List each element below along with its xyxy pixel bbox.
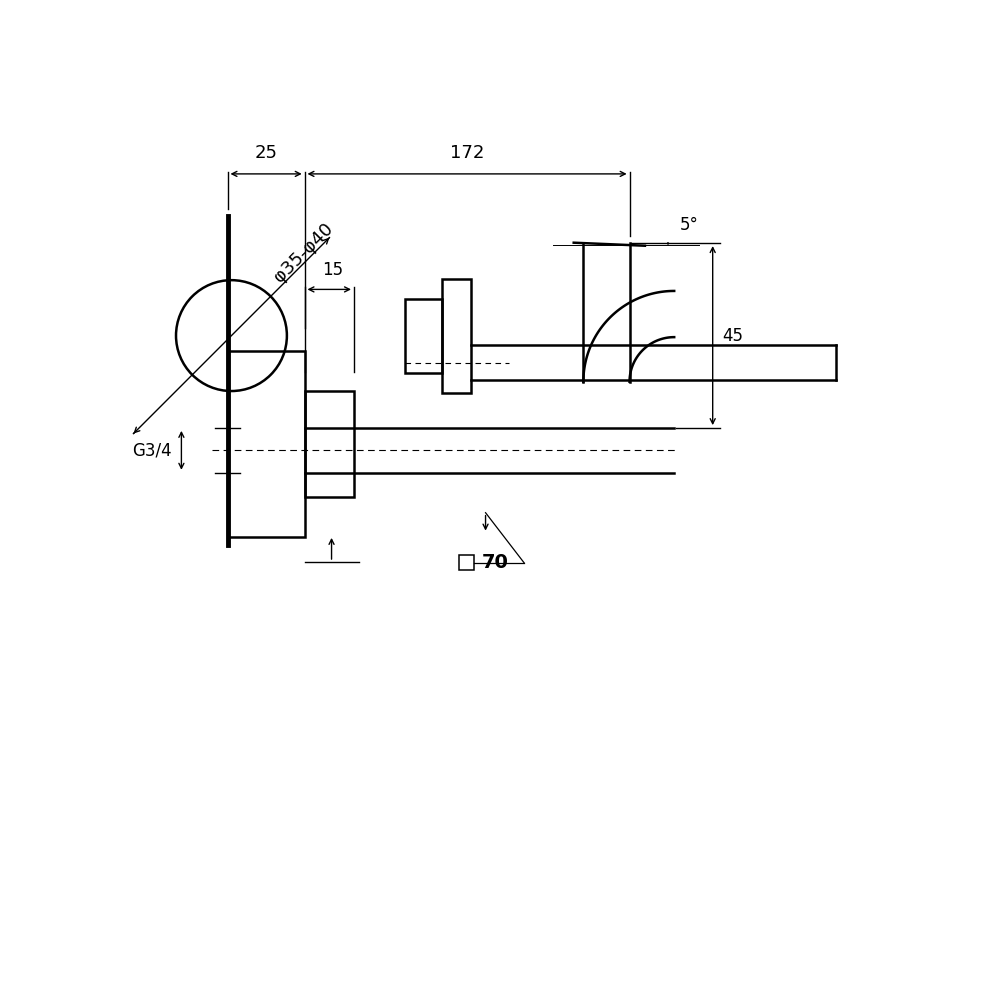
- Text: 25: 25: [255, 144, 278, 162]
- Text: φ35-φ40: φ35-φ40: [270, 219, 336, 286]
- Text: 172: 172: [450, 144, 484, 162]
- Bar: [305, 391, 354, 497]
- Text: 15: 15: [323, 261, 344, 279]
- Text: 5°: 5°: [680, 216, 698, 234]
- Text: G3/4: G3/4: [133, 441, 172, 459]
- Bar: [405, 299, 442, 373]
- Text: 70: 70: [482, 553, 509, 572]
- Bar: [442, 279, 471, 393]
- Bar: [459, 555, 474, 570]
- Bar: [228, 351, 305, 537]
- Text: 45: 45: [723, 327, 744, 345]
